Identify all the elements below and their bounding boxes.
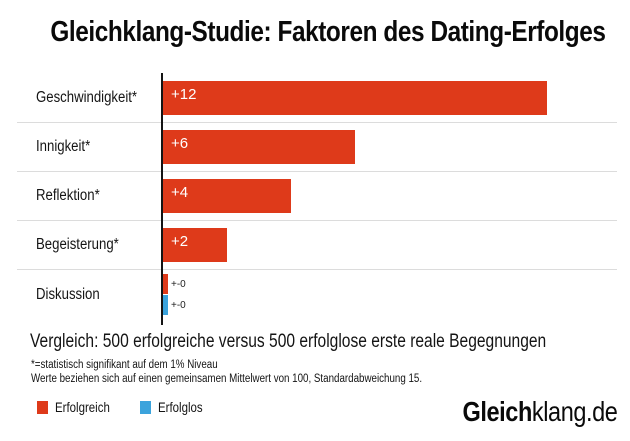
- chart-subtitle: Vergleich: 500 erfolgreiche versus 500 e…: [30, 331, 547, 352]
- bar-value-label: +4: [171, 184, 189, 201]
- footnotes: *=statistisch signifikant auf dem 1% Niv…: [31, 358, 491, 386]
- chart-rows: Geschwindigkeit* +12 Innigkeit* +6 Reflektio…: [17, 74, 617, 319]
- bar-value-label: +2: [171, 233, 189, 250]
- bar-value-label: +-0: [171, 278, 186, 290]
- category-label: Begeisterung*: [36, 236, 119, 253]
- legend-item-erfolgreich: Erfolgreich: [37, 400, 120, 415]
- bars-cell: +12: [163, 81, 617, 115]
- legend: Erfolgreich Erfolglos: [37, 400, 210, 415]
- chart-row: Diskussion +-0 +-0: [17, 270, 617, 319]
- bar-value-label: +-0: [171, 299, 186, 311]
- logo-regular-part: klang.de: [531, 396, 617, 427]
- bar-erfolgreich: +12: [163, 81, 547, 115]
- bar-value-label: +6: [171, 135, 189, 152]
- legend-swatch-erfolgreich: [37, 401, 48, 414]
- category-label: Innigkeit*: [36, 138, 91, 155]
- bar-erfolgreich: +2: [163, 228, 227, 262]
- legend-label-erfolgreich: Erfolgreich: [55, 400, 110, 415]
- chart-row: Geschwindigkeit* +12: [17, 74, 617, 123]
- legend-item-erfolglos: Erfolglos: [139, 400, 211, 415]
- legend-label-erfolglos: Erfolglos: [157, 400, 203, 415]
- bars-cell: +2: [163, 228, 617, 262]
- brand-logo: Gleichklang.de: [462, 396, 617, 428]
- bars-cell: +6: [163, 130, 617, 164]
- bar-erfolgreich: +6: [163, 130, 355, 164]
- category-label: Geschwindigkeit*: [36, 89, 138, 106]
- category-label: Reflektion*: [36, 187, 100, 204]
- bar-line: +6: [163, 130, 617, 164]
- bar-erfolgreich: +4: [163, 179, 291, 213]
- bar-erfolgreich: [163, 274, 168, 294]
- bar-erfolglos: [163, 295, 168, 315]
- chart-row: Begeisterung* +2: [17, 221, 617, 270]
- bars-cell: +-0 +-0: [163, 274, 617, 316]
- chart-row: Reflektion* +4: [17, 172, 617, 221]
- logo-bold-part: Gleich: [462, 396, 532, 427]
- bars-cell: +4: [163, 179, 617, 213]
- footnote-scale: Werte beziehen sich auf einen gemeinsame…: [31, 373, 423, 385]
- bar-line: +2: [163, 228, 617, 262]
- y-axis-line: [161, 73, 163, 325]
- chart-title: Gleichklang-Studie: Faktoren des Dating-…: [50, 16, 606, 48]
- bar-chart: Geschwindigkeit* +12 Innigkeit* +6 Reflektio…: [17, 73, 617, 325]
- bar-value-label: +12: [171, 86, 197, 103]
- bar-line: +-0: [163, 295, 617, 315]
- bar-line: +-0: [163, 274, 617, 294]
- legend-swatch-erfolglos: [139, 401, 151, 414]
- bar-line: +4: [163, 179, 617, 213]
- footnote-significance: *=statistisch signifikant auf dem 1% Niv…: [31, 359, 218, 371]
- bar-line: +12: [163, 81, 617, 115]
- chart-row: Innigkeit* +6: [17, 123, 617, 172]
- category-label: Diskussion: [36, 285, 100, 303]
